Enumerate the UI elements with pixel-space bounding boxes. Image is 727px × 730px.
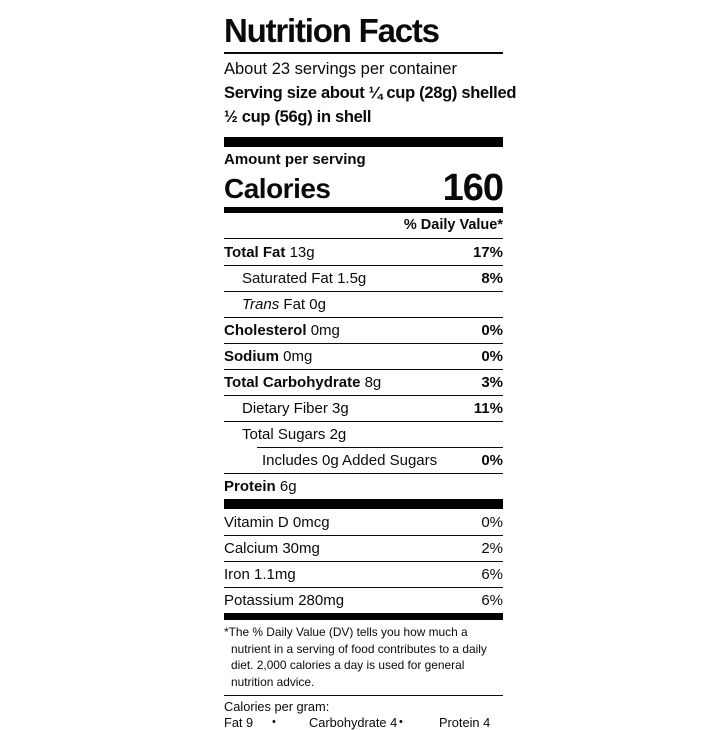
- divider-bar-thick-bottom: [224, 613, 503, 620]
- nutrient-row-trans-fat: Trans Fat 0g: [224, 291, 503, 317]
- nutrient-row-sodium: Sodium 0mg 0%: [224, 343, 503, 369]
- vitamin-dv: 0%: [481, 514, 503, 531]
- bullet-separator: •: [399, 715, 439, 730]
- nutrient-row-cholesterol: Cholesterol 0mg 0%: [224, 317, 503, 343]
- daily-value-footnote: *The % Daily Value (DV) tells you how mu…: [224, 620, 503, 696]
- vitamin-row-iron: Iron 1.1mg 6%: [224, 561, 503, 587]
- calories-row: Calories 160: [224, 171, 503, 207]
- vitamin-row-potassium: Potassium 280mg 6%: [224, 587, 503, 613]
- nutrient-row-total-fat: Total Fat 13g 17%: [224, 239, 503, 265]
- nutrient-row-added-sugars: Includes 0g Added Sugars 0%: [257, 447, 503, 473]
- nutrition-facts-title: Nutrition Facts: [224, 12, 503, 54]
- calories-value: 160: [443, 171, 503, 205]
- vitamin-name: Iron 1.1mg: [224, 566, 296, 583]
- divider-bar-thick-top: [224, 137, 503, 147]
- nutrient-amount: 0g: [309, 296, 326, 313]
- nutrient-amount: 6g: [280, 478, 297, 495]
- nutrient-amount: 1.5g: [337, 270, 366, 287]
- vitamin-row-calcium: Calcium 30mg 2%: [224, 535, 503, 561]
- calories-per-gram-section: Calories per gram: Fat 9 • Carbohydrate …: [224, 696, 503, 730]
- nutrient-name: Dietary Fiber: [242, 400, 328, 417]
- calories-per-gram-heading: Calories per gram:: [224, 699, 503, 715]
- nutrient-dv: 0%: [481, 348, 503, 365]
- nutrient-dv: 17%: [473, 244, 503, 261]
- nutrient-name: Saturated Fat: [242, 270, 333, 287]
- nutrient-row-dietary-fiber: Dietary Fiber 3g 11%: [224, 395, 503, 421]
- nutrient-amount: 0mg: [283, 348, 312, 365]
- divider-bar-thick-middle: [224, 499, 503, 509]
- nutrient-name: Total Carbohydrate: [224, 374, 360, 391]
- nutrient-row-total-sugars: Total Sugars 2g: [224, 421, 503, 447]
- nutrient-dv: 0%: [481, 322, 503, 339]
- nutrient-name: Includes 0g Added Sugars: [262, 452, 437, 469]
- nutrient-name: Total Sugars: [242, 426, 325, 443]
- nutrient-dv: 11%: [474, 400, 503, 417]
- bullet-separator: •: [272, 715, 309, 730]
- vitamin-name: Potassium 280mg: [224, 592, 344, 609]
- calories-label: Calories: [224, 173, 331, 205]
- calories-per-gram-values: Fat 9 • Carbohydrate 4 • Protein 4: [224, 715, 503, 730]
- nutrient-name: Fat: [283, 296, 305, 313]
- nutrient-amount: 0mg: [311, 322, 340, 339]
- nutrient-name: Protein: [224, 478, 276, 495]
- nutrient-dv: 3%: [481, 374, 503, 391]
- nutrition-facts-panel: Nutrition Facts About 23 servings per co…: [224, 12, 503, 730]
- vitamin-row-vitamin-d: Vitamin D 0mcg 0%: [224, 509, 503, 535]
- nutrient-amount: 3g: [332, 400, 349, 417]
- nutrient-name-italic: Trans: [242, 296, 279, 313]
- serving-size-line-1: Serving size about ¼ cup (28g) shelled: [224, 81, 503, 105]
- nutrient-name: Total Fat: [224, 244, 285, 261]
- nutrient-row-protein: Protein 6g: [224, 473, 503, 499]
- nutrient-amount: 8g: [365, 374, 382, 391]
- daily-value-header: % Daily Value*: [224, 213, 503, 239]
- nutrient-dv: 8%: [481, 270, 503, 287]
- nutrient-row-total-carbohydrate: Total Carbohydrate 8g 3%: [224, 369, 503, 395]
- vitamin-name: Vitamin D 0mcg: [224, 514, 330, 531]
- nutrient-amount: 2g: [330, 426, 347, 443]
- cpg-carbohydrate: Carbohydrate 4: [309, 715, 399, 730]
- servings-per-container: About 23 servings per container: [224, 54, 503, 81]
- nutrient-name: Sodium: [224, 348, 279, 365]
- cpg-protein: Protein 4: [439, 715, 490, 730]
- nutrient-name: Cholesterol: [224, 322, 307, 339]
- vitamin-dv: 6%: [481, 566, 503, 583]
- cpg-fat: Fat 9: [224, 715, 272, 730]
- nutrient-dv: 0%: [481, 452, 503, 469]
- vitamin-name: Calcium 30mg: [224, 540, 320, 557]
- vitamin-dv: 6%: [481, 592, 503, 609]
- nutrient-amount: 13g: [290, 244, 315, 261]
- nutrient-row-saturated-fat: Saturated Fat 1.5g 8%: [224, 265, 503, 291]
- serving-size-line-2: ½ cup (56g) in shell: [224, 105, 503, 129]
- vitamin-dv: 2%: [481, 540, 503, 557]
